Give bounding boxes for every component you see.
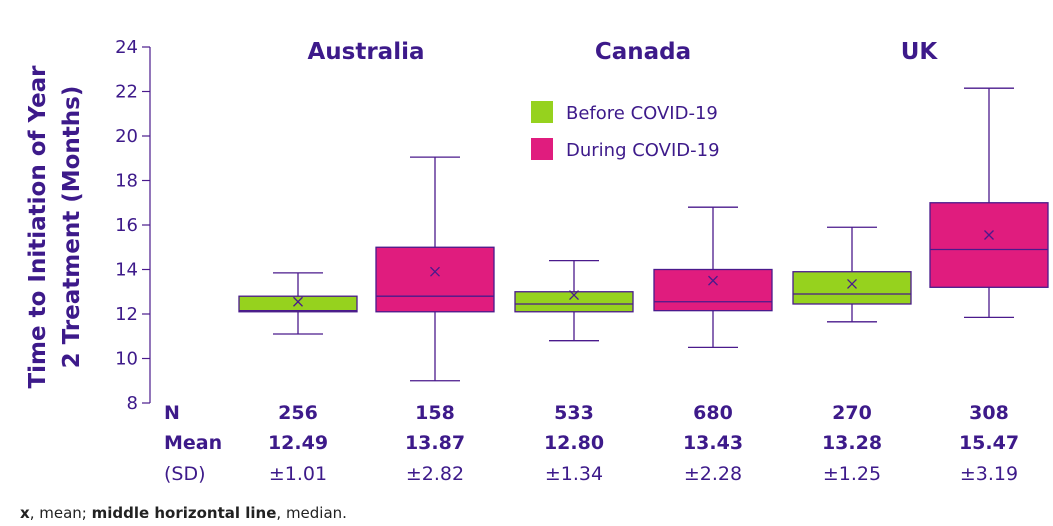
box-1 <box>238 272 358 335</box>
mean-marker <box>293 296 303 307</box>
y-axis-title-line-2: 2 Treatment (Months) <box>59 86 85 369</box>
y-tick-label-8: 8 <box>127 393 138 414</box>
y-tick-label-24: 24 <box>115 37 138 58</box>
box-6 <box>929 87 1049 318</box>
y-tick-label-18: 18 <box>115 171 138 192</box>
footnote-median-term: middle horizontal line <box>91 504 277 522</box>
mean-marker <box>569 290 579 301</box>
legend-label-2: During COVID-19 <box>566 140 720 161</box>
iqr-box <box>375 246 495 313</box>
stats-n-3: 533 <box>554 402 594 424</box>
stats-sd-3: ±1.34 <box>545 463 603 485</box>
box-plot-chart: 8 10 12 14 16 18 20 22 24 Time to Initiation of Y… <box>25 37 1049 485</box>
legend-label-1: Before COVID-19 <box>566 103 718 124</box>
mean-marker <box>708 275 718 286</box>
group-title-canada: Canada <box>595 39 691 65</box>
legend-swatch-2 <box>531 138 553 160</box>
stats-mean-4: 13.43 <box>683 432 743 454</box>
stats-mean-2: 13.87 <box>405 432 465 454</box>
iqr-box <box>653 268 773 312</box>
box-4 <box>653 206 773 349</box>
iqr-box <box>929 202 1049 288</box>
y-tick-label-14: 14 <box>115 260 138 281</box>
box-3 <box>514 259 634 342</box>
y-tick-label-12: 12 <box>115 304 138 325</box>
footnote-mean-text: , mean; <box>29 504 92 522</box>
stats-mean-5: 13.28 <box>822 432 882 454</box>
footnote-median-text: , median. <box>276 504 347 522</box>
footnote: x, mean; middle horizontal line, median. <box>20 504 347 522</box>
iqr-box <box>514 291 634 313</box>
mean-marker <box>984 230 994 240</box>
y-axis-title-line-1: Time to Initiation of Year <box>25 65 51 389</box>
stats-sd-6: ±3.19 <box>960 463 1018 485</box>
mean-marker <box>430 266 440 277</box>
stats-row-label-1: N <box>164 402 180 424</box>
y-tick-label-22: 22 <box>115 82 138 103</box>
group-title-australia: Australia <box>307 39 424 65</box>
legend-swatch-1 <box>531 101 553 123</box>
stats-n-5: 270 <box>832 402 872 424</box>
y-tick-label-10: 10 <box>115 349 138 370</box>
box-2 <box>375 156 495 382</box>
stats-mean-6: 15.47 <box>959 432 1019 454</box>
stats-mean-3: 12.80 <box>544 432 604 454</box>
stats-n-6: 308 <box>969 402 1009 424</box>
stats-n-4: 680 <box>693 402 733 424</box>
stats-mean-1: 12.49 <box>268 432 328 454</box>
iqr-box <box>238 295 358 313</box>
stats-sd-4: ±2.28 <box>684 463 742 485</box>
group-title-uk: UK <box>901 39 939 65</box>
stats-n-1: 256 <box>278 402 318 424</box>
stats-sd-1: ±1.01 <box>269 463 327 485</box>
box-5 <box>792 226 912 323</box>
stats-row-label-3: (SD) <box>164 463 206 485</box>
stats-sd-2: ±2.82 <box>406 463 464 485</box>
y-tick-label-16: 16 <box>115 215 138 236</box>
stats-row-label-2: Mean <box>164 432 222 454</box>
iqr-box <box>792 271 912 305</box>
stats-sd-5: ±1.25 <box>823 463 881 485</box>
stats-n-2: 158 <box>415 402 455 424</box>
y-tick-label-20: 20 <box>115 126 138 147</box>
footnote-mean-symbol: x <box>20 504 30 522</box>
mean-marker <box>847 279 857 289</box>
